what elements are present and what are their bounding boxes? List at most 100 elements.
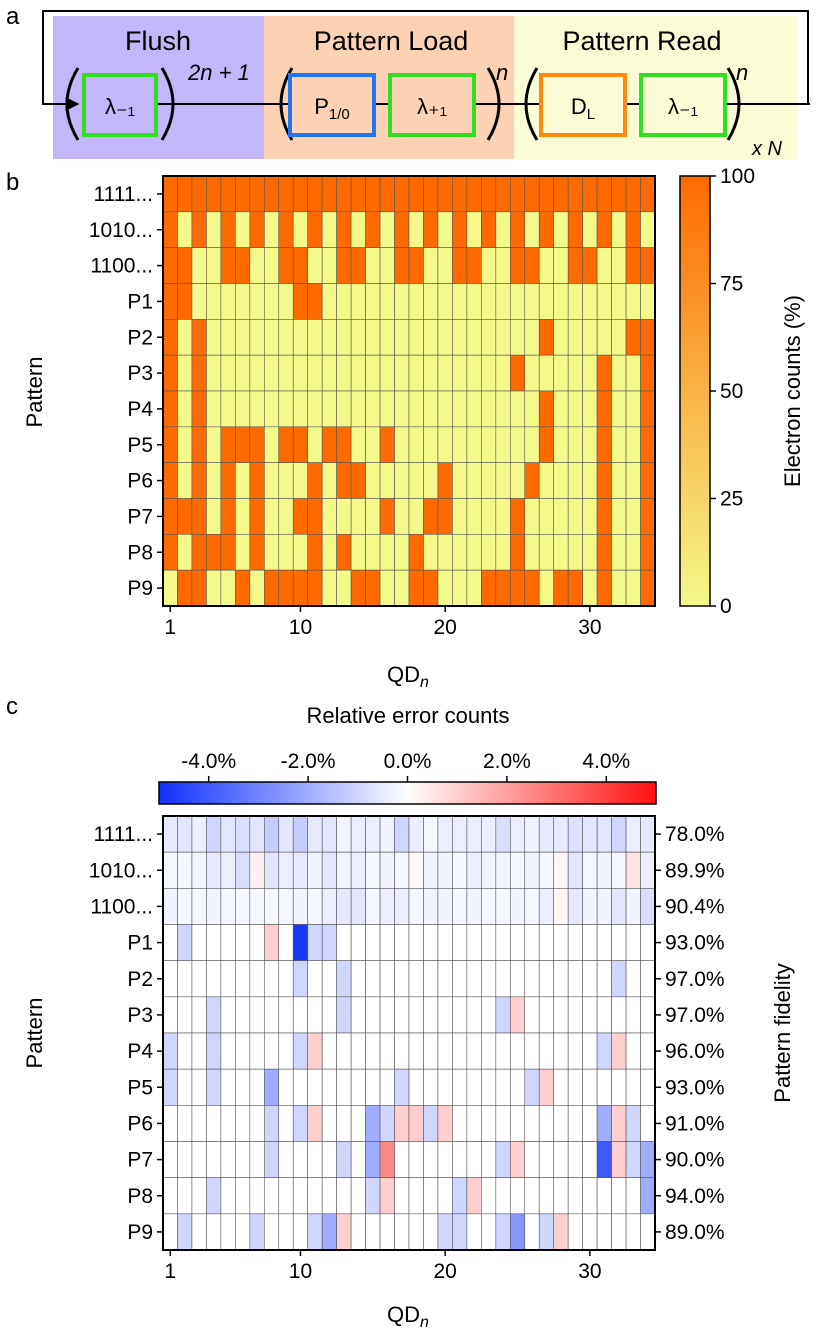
heatmap-cell [423, 960, 439, 998]
heatmap-cell [437, 888, 453, 925]
heatmap-cell [235, 1105, 251, 1142]
heatmap-cell [481, 569, 497, 607]
heatmap-cell [292, 426, 309, 463]
panel-b-label: b [6, 169, 19, 196]
heatmap-cell [596, 175, 612, 213]
heatmap-cell [596, 390, 612, 428]
heatmap-cell [538, 354, 555, 392]
heatmap-cell [596, 498, 612, 535]
heatmap-cell [481, 247, 497, 284]
heatmap-cell [553, 1177, 569, 1215]
heatmap-cell [162, 1105, 178, 1142]
heatmap-cell [640, 888, 656, 925]
heatmap-cell [423, 1068, 439, 1106]
heatmap-cell [640, 1068, 656, 1106]
heatmap-cell [495, 1177, 511, 1215]
heatmap-cell [235, 815, 251, 853]
heatmap-cell [206, 1068, 222, 1106]
heatmap-cell [162, 960, 178, 998]
heatmap-cell [408, 534, 424, 571]
heatmap-cell [452, 1032, 468, 1070]
heatmap-cell [423, 319, 439, 356]
heatmap-cell [191, 534, 207, 571]
heatmap-cell [481, 498, 497, 535]
heatmap-cell [553, 354, 569, 392]
heatmap-cell [321, 960, 337, 998]
heatmap-cell [582, 1068, 598, 1106]
heatmap-cell [365, 851, 381, 889]
heatmap-cell [640, 498, 656, 535]
heatmap-cell [249, 888, 265, 925]
heatmap-cell [509, 1032, 526, 1070]
heatmap-cell [553, 319, 569, 356]
colorbar-tick-label: 50 [720, 380, 743, 403]
heatmap-cell [567, 462, 583, 499]
heatmap-cell [423, 1105, 439, 1142]
heatmap-cell [177, 569, 193, 607]
heatmap-cell [611, 1177, 627, 1215]
heatmap-cell [278, 1177, 294, 1215]
heatmap-cell [206, 498, 222, 535]
heatmap-cell [206, 815, 222, 853]
heatmap-cell [640, 815, 656, 853]
heatmap-cell [567, 851, 583, 889]
heatmap-cell [437, 534, 453, 571]
heatmap-cell [350, 1213, 366, 1251]
heatmap-cell [321, 851, 337, 889]
heatmap-cell [640, 247, 656, 284]
heatmap-cell [191, 569, 207, 607]
read-title: Pattern Read [562, 26, 721, 56]
heatmap-cell [336, 283, 352, 320]
heatmap-cell [524, 569, 540, 607]
heatmap-cell [611, 426, 627, 463]
heatmap-cell [596, 462, 612, 499]
heatmap-cell [235, 851, 251, 889]
heatmap-cell [524, 211, 540, 248]
heatmap-cell [524, 534, 540, 571]
heatmap-cell [495, 175, 511, 213]
heatmap-cell [365, 924, 381, 961]
heatmap-cell [408, 924, 424, 961]
heatmap-cell [495, 390, 511, 428]
heatmap-cell [423, 498, 439, 535]
heatmap-cell [292, 462, 309, 499]
heatmap-cell [350, 211, 366, 248]
heatmap-cell [177, 498, 193, 535]
heatmap-cell [162, 283, 178, 320]
heatmap-cell [466, 390, 482, 428]
heatmap-cell [177, 1068, 193, 1106]
heatmap-cell [379, 354, 395, 392]
heatmap-cell [625, 247, 641, 284]
heatmap-cell [350, 569, 366, 607]
heatmap-cell [625, 354, 641, 392]
heatmap-cell [278, 211, 294, 248]
heatmap-cell [423, 426, 439, 463]
heatmap-cell [220, 1068, 236, 1106]
heatmap-cell [379, 851, 395, 889]
heatmap-cell [466, 1141, 482, 1178]
x-tick-label: 30 [578, 1260, 601, 1283]
heatmap-cell [466, 283, 482, 320]
fidelity-value: 93.0% [665, 932, 725, 955]
y-tick-label: P1 [127, 932, 153, 955]
heatmap-cell [292, 851, 309, 889]
heatmap-cell [524, 283, 540, 320]
heatmap-cell [553, 924, 569, 961]
heatmap-cell [321, 815, 337, 853]
y-tick-label: P3 [127, 362, 153, 385]
heatmap-cell [278, 319, 294, 356]
fidelity-value: 90.4% [665, 895, 725, 918]
heatmap-cell [481, 390, 497, 428]
heatmap-cell [408, 354, 424, 392]
heatmap-cell [263, 283, 280, 320]
heatmap-cell [321, 1213, 337, 1251]
y-tick-label: P9 [127, 1221, 153, 1244]
heatmap-cell [350, 1105, 366, 1142]
heatmap-cell [466, 851, 482, 889]
heatmap-cell [365, 211, 381, 248]
heatmap-cell [495, 815, 511, 853]
heatmap-cell [625, 1141, 641, 1178]
heatmap-cell [206, 960, 222, 998]
y-tick-label: P5 [127, 434, 153, 457]
heatmap-cell [452, 211, 468, 248]
